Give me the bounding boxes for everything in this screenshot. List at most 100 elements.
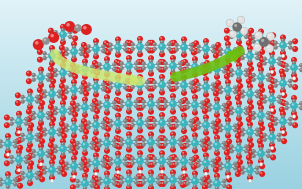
Circle shape: [248, 62, 250, 64]
Circle shape: [35, 176, 40, 180]
Circle shape: [50, 122, 52, 124]
Circle shape: [72, 130, 76, 135]
Circle shape: [238, 114, 239, 115]
Circle shape: [6, 180, 8, 182]
Circle shape: [153, 118, 157, 123]
Circle shape: [194, 87, 196, 89]
Circle shape: [234, 24, 237, 27]
Circle shape: [236, 39, 242, 45]
Circle shape: [93, 92, 99, 98]
Circle shape: [28, 115, 34, 121]
Circle shape: [270, 102, 274, 106]
Circle shape: [235, 49, 241, 55]
Circle shape: [39, 106, 41, 108]
Circle shape: [293, 123, 295, 125]
Circle shape: [161, 106, 163, 108]
Circle shape: [21, 176, 23, 178]
Circle shape: [115, 151, 121, 157]
Circle shape: [83, 113, 85, 115]
Circle shape: [105, 95, 107, 97]
Circle shape: [235, 57, 241, 63]
Circle shape: [197, 50, 199, 51]
Circle shape: [28, 90, 30, 91]
Circle shape: [299, 101, 302, 106]
Circle shape: [145, 47, 149, 51]
Circle shape: [106, 81, 108, 83]
Circle shape: [192, 56, 198, 62]
Circle shape: [246, 166, 254, 174]
Circle shape: [236, 164, 238, 166]
Circle shape: [71, 109, 73, 111]
Circle shape: [105, 57, 107, 59]
Circle shape: [207, 69, 212, 74]
Circle shape: [192, 81, 194, 83]
Circle shape: [219, 129, 221, 130]
Circle shape: [153, 119, 155, 121]
Circle shape: [65, 167, 67, 168]
Circle shape: [149, 94, 151, 96]
Circle shape: [259, 37, 261, 39]
Circle shape: [207, 141, 212, 145]
Circle shape: [237, 83, 243, 89]
Circle shape: [71, 185, 73, 187]
Circle shape: [128, 145, 129, 147]
Circle shape: [125, 47, 131, 53]
Circle shape: [256, 57, 257, 58]
Circle shape: [50, 130, 52, 132]
Circle shape: [40, 157, 41, 158]
Circle shape: [224, 28, 230, 34]
Circle shape: [159, 166, 165, 172]
Circle shape: [255, 56, 259, 60]
Circle shape: [83, 62, 87, 67]
Circle shape: [98, 63, 100, 64]
Circle shape: [219, 124, 221, 125]
Circle shape: [245, 112, 246, 113]
Circle shape: [160, 129, 162, 131]
Circle shape: [115, 52, 121, 58]
Circle shape: [182, 135, 188, 141]
Circle shape: [160, 125, 164, 130]
Circle shape: [106, 157, 108, 159]
Circle shape: [285, 69, 287, 70]
Circle shape: [37, 125, 43, 131]
Circle shape: [181, 90, 187, 96]
Circle shape: [192, 157, 194, 159]
Circle shape: [171, 162, 177, 168]
Circle shape: [130, 118, 135, 123]
Circle shape: [104, 148, 110, 154]
Circle shape: [238, 67, 239, 68]
Circle shape: [76, 26, 78, 28]
Circle shape: [76, 146, 78, 148]
Circle shape: [94, 93, 96, 95]
Circle shape: [147, 62, 155, 70]
Circle shape: [83, 26, 87, 29]
Circle shape: [94, 89, 98, 94]
Circle shape: [230, 74, 232, 75]
Circle shape: [168, 157, 169, 159]
Bar: [0, 39, 302, 43]
Circle shape: [234, 53, 236, 54]
Circle shape: [106, 51, 108, 53]
Circle shape: [212, 83, 214, 84]
Bar: [0, 75, 302, 78]
Circle shape: [145, 123, 149, 127]
Circle shape: [158, 181, 164, 187]
Circle shape: [222, 69, 226, 74]
Circle shape: [136, 143, 142, 149]
Circle shape: [193, 133, 195, 135]
Circle shape: [6, 137, 10, 141]
Circle shape: [59, 167, 65, 173]
Circle shape: [182, 83, 184, 85]
Circle shape: [269, 47, 271, 49]
Circle shape: [137, 51, 143, 57]
Circle shape: [91, 180, 92, 181]
Circle shape: [255, 89, 259, 94]
Circle shape: [26, 172, 34, 179]
Circle shape: [138, 49, 142, 53]
Circle shape: [128, 98, 129, 99]
Circle shape: [87, 164, 89, 165]
Circle shape: [149, 178, 151, 180]
Circle shape: [120, 138, 122, 140]
Circle shape: [192, 127, 194, 129]
Circle shape: [185, 105, 190, 109]
